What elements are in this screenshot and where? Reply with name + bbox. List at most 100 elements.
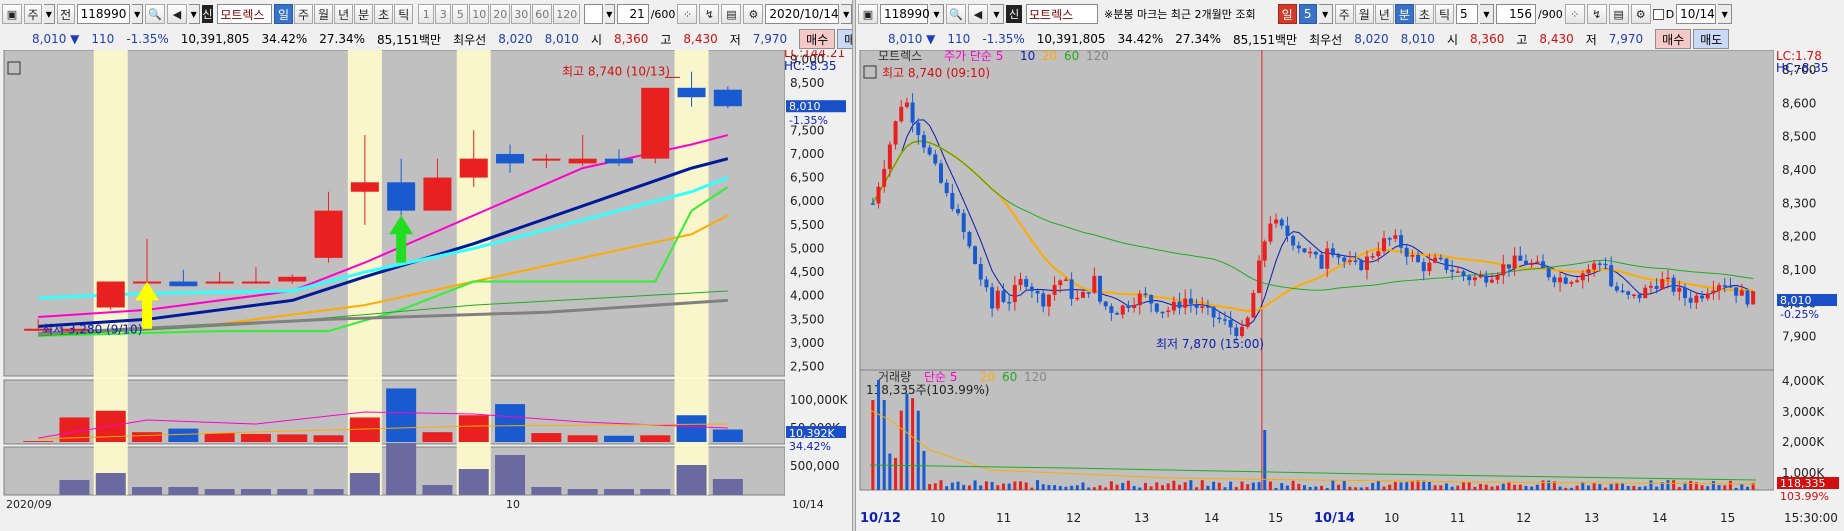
- daily-candle-chart[interactable]: 최고 8,740 (10/13) 최저 3,280 (9/10) 9,000 8,50…: [0, 50, 852, 531]
- interval-tab-10[interactable]: 10: [469, 4, 490, 24]
- volume-bar: [996, 485, 1000, 490]
- period-tab-2[interactable]: 월: [314, 4, 334, 24]
- period-select[interactable]: 주: [24, 4, 42, 24]
- ma-base-line: [38, 298, 728, 335]
- candle-body: [1160, 311, 1165, 314]
- interval-tab-60[interactable]: 60: [532, 4, 553, 24]
- candle-body: [423, 177, 452, 211]
- volume-bar: [1092, 487, 1096, 490]
- period-tab-5[interactable]: 초: [374, 4, 394, 24]
- date-input[interactable]: 10/14: [1676, 4, 1717, 24]
- save-icon[interactable]: ▤: [721, 4, 742, 24]
- jeon-button[interactable]: 전: [56, 4, 75, 24]
- bid-price: 8,010: [1400, 32, 1435, 46]
- open-price: 8,360: [613, 32, 649, 46]
- candle-body: [1217, 317, 1222, 320]
- stock-code-input[interactable]: 118990: [76, 4, 131, 24]
- volume-bar: [1320, 485, 1324, 490]
- interval-tab-20[interactable]: 20: [490, 4, 511, 24]
- period-tab-3[interactable]: 분: [1394, 4, 1414, 24]
- chevron-down-icon[interactable]: ▼: [188, 4, 200, 24]
- stock-name-field[interactable]: 모트렉스: [217, 4, 272, 24]
- period-tab-0[interactable]: 주: [1334, 4, 1354, 24]
- pane-splitter[interactable]: [852, 0, 856, 531]
- draw-icon[interactable]: ↯: [699, 4, 720, 24]
- volume-bar: [1053, 485, 1057, 490]
- chevron-down-icon[interactable]: ▼: [1718, 4, 1733, 24]
- candle-body: [933, 154, 938, 164]
- search-icon[interactable]: 🔍: [144, 4, 165, 24]
- minute-candle-chart[interactable]: 모트렉스 주가 단순 5 10 20 60 120 최고 8,740 (09:10) 최저 7…: [856, 50, 1844, 531]
- interval-tab-3[interactable]: 3: [435, 4, 452, 24]
- draw-icon[interactable]: ↯: [1586, 4, 1607, 24]
- sell-button[interactable]: 매도: [1693, 29, 1730, 49]
- price-tick: 8,100: [1782, 263, 1816, 277]
- stock-name-field[interactable]: 모트렉스: [1026, 4, 1098, 24]
- volume-bar: [1507, 481, 1511, 490]
- chevron-down-icon[interactable]: ▼: [1479, 4, 1494, 24]
- period-tab-0[interactable]: 일: [273, 4, 293, 24]
- candle-body: [205, 281, 234, 284]
- period-tab-4[interactable]: 분: [354, 4, 374, 24]
- candle-body: [278, 276, 307, 282]
- period-tab-2[interactable]: 년: [1374, 4, 1394, 24]
- volume-pct: 34.42%: [789, 440, 831, 453]
- volume-bar: [1302, 485, 1306, 490]
- chevron-down-icon[interactable]: ▼: [841, 4, 852, 24]
- window-icon[interactable]: ▣: [858, 4, 878, 24]
- speaker-icon[interactable]: ◀: [166, 4, 187, 24]
- date-checkbox[interactable]: [1652, 8, 1664, 20]
- stock-code-input[interactable]: 118990: [880, 4, 930, 24]
- volume-bar: [567, 435, 598, 442]
- count-input[interactable]: 156: [1495, 4, 1536, 24]
- chevron-down-icon[interactable]: ▼: [604, 4, 616, 24]
- grid-icon[interactable]: ⁘: [677, 4, 698, 24]
- settings-icon[interactable]: ⚙: [1630, 4, 1651, 24]
- count-max: /900: [1537, 7, 1563, 21]
- period-tab-3[interactable]: 년: [334, 4, 354, 24]
- interval-tab-30[interactable]: 30: [511, 4, 532, 24]
- volume-bar: [1427, 481, 1431, 490]
- settings-icon[interactable]: ⚙: [743, 4, 764, 24]
- date-label: 14: [1652, 511, 1667, 525]
- interval-tab-5[interactable]: 5: [452, 4, 469, 24]
- interval-input[interactable]: 5: [1455, 4, 1478, 24]
- period-tab-1[interactable]: 월: [1354, 4, 1374, 24]
- day-button[interactable]: 일: [1277, 4, 1297, 24]
- save-icon[interactable]: ▤: [1608, 4, 1629, 24]
- search-icon[interactable]: 🔍: [946, 4, 966, 24]
- candle-body: [1626, 291, 1631, 295]
- volume-bar: [1717, 485, 1721, 490]
- interval-tab-1[interactable]: 1: [418, 4, 435, 24]
- candle-body: [350, 182, 379, 192]
- candle-body: [1660, 279, 1665, 289]
- grid-icon[interactable]: ⁘: [1564, 4, 1585, 24]
- chevron-down-icon[interactable]: ▼: [990, 4, 1004, 24]
- speaker-icon[interactable]: ◀: [968, 4, 988, 24]
- buy-button[interactable]: 매수: [799, 29, 836, 49]
- candle-body: [1450, 269, 1455, 272]
- window-icon[interactable]: ▣: [2, 4, 22, 24]
- interval-tab-120[interactable]: 120: [553, 4, 581, 24]
- chevron-down-icon[interactable]: ▼: [930, 4, 944, 24]
- period-tab-1[interactable]: 주: [293, 4, 314, 24]
- chevron-down-icon[interactable]: ▼: [1318, 4, 1333, 24]
- blank-field[interactable]: [584, 4, 603, 24]
- interval-select[interactable]: 5: [1298, 4, 1317, 24]
- date-input[interactable]: 2020/10/14: [765, 4, 840, 24]
- chevron-down-icon[interactable]: ▼: [44, 4, 55, 24]
- candle-body: [1700, 295, 1705, 299]
- candle-body: [1745, 290, 1750, 305]
- candle-body: [1012, 285, 1017, 303]
- amount-bar: [531, 487, 562, 495]
- chevron-down-icon[interactable]: ▼: [132, 4, 143, 24]
- period-tab-4[interactable]: 초: [1414, 4, 1434, 24]
- volume-bar: [1354, 487, 1358, 490]
- volume-bar: [640, 435, 671, 442]
- buy-button[interactable]: 매수: [1655, 29, 1692, 49]
- period-tab-6[interactable]: 틱: [394, 4, 414, 24]
- sell-button[interactable]: 매도: [837, 29, 852, 49]
- volume-bar: [1189, 480, 1193, 490]
- period-tab-5[interactable]: 틱: [1434, 4, 1454, 24]
- count-input[interactable]: 21: [617, 4, 649, 24]
